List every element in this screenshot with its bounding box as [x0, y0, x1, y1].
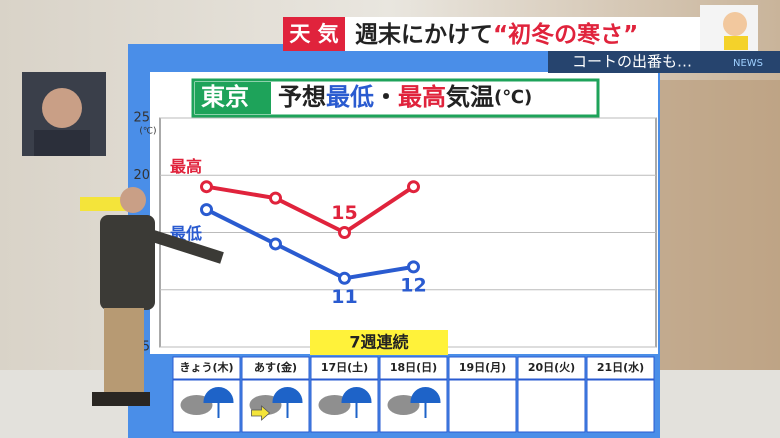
y-unit: (℃)	[139, 127, 156, 137]
presenter-legs	[104, 308, 144, 398]
inset-suit	[34, 130, 90, 156]
data-point	[200, 180, 213, 194]
series-line	[206, 184, 415, 235]
data-point	[338, 226, 351, 239]
data-point	[407, 260, 420, 274]
day-cell	[448, 379, 517, 433]
title-part: (℃)	[494, 87, 532, 108]
title-part: 東京	[201, 83, 249, 111]
x-tick-label: 18日(日)	[390, 361, 437, 374]
umbrella-icon	[203, 387, 234, 418]
day-header	[448, 356, 517, 380]
day-header	[241, 356, 310, 380]
data-point	[269, 191, 282, 205]
banner: 7週連続	[349, 333, 408, 352]
data-label: 15	[331, 202, 357, 224]
tag-box	[283, 17, 345, 51]
day-cell	[517, 379, 586, 433]
legend-label: 最高	[170, 157, 202, 176]
ticker-headline: 週末にかけて“初冬の寒さ”	[355, 21, 638, 48]
title-city-box	[195, 82, 271, 114]
title-part: 最低	[326, 83, 374, 111]
day-header	[310, 356, 379, 380]
presenter	[92, 187, 224, 406]
headline-text: 週末にかけて	[355, 22, 493, 48]
umbrella-icon	[272, 387, 303, 418]
title-part: ・	[374, 83, 398, 111]
day-header	[379, 356, 448, 380]
plot: 5101520257週連続きょう(木)あす(金)17日(土)18日(日)19日(…	[133, 111, 657, 433]
arrow-icon	[251, 405, 271, 421]
headline-bar	[283, 17, 703, 51]
data-label: 12	[400, 274, 426, 296]
ticker-logo: NEWS	[733, 58, 763, 69]
subline-bar	[548, 51, 780, 73]
ticker-subline: コートの出番も…	[572, 53, 692, 71]
presenter-head	[120, 187, 146, 213]
day-header	[586, 356, 655, 380]
x-tick-label: 21日(水)	[597, 360, 644, 374]
x-tick-label: あす(金)	[254, 360, 297, 374]
data-point	[269, 237, 282, 251]
y-tick-label: 5	[142, 340, 150, 355]
inset-face	[42, 88, 82, 128]
x-tick-label: 19日(月)	[459, 361, 506, 374]
presenter-jacket	[100, 215, 155, 310]
studio-sign	[80, 197, 126, 211]
day-header	[172, 356, 241, 380]
title-part: 最高	[398, 83, 446, 111]
presenter-shoes	[92, 392, 150, 406]
title-part: 予想	[278, 83, 326, 111]
day-cell	[586, 379, 655, 433]
y-tick-label: 20	[133, 168, 150, 183]
mascot-face	[723, 12, 747, 36]
data-point	[407, 180, 420, 194]
x-tick-label: きょう(木)	[179, 360, 233, 374]
umbrella-icon	[410, 387, 441, 418]
day-header	[517, 356, 586, 380]
chart-title: 東京 予想最低・最高気温(℃)	[201, 83, 532, 111]
umbrella-icon	[341, 387, 372, 418]
x-tick-label: 20日(火)	[528, 361, 575, 374]
data-point	[200, 203, 213, 217]
x-tick-label: 17日(土)	[321, 360, 368, 374]
title-part: 気温	[446, 83, 494, 111]
series-line	[205, 207, 414, 281]
headline-quote: “初冬の寒さ”	[493, 21, 638, 48]
studio-wall	[660, 80, 780, 380]
presenter-arm	[148, 229, 224, 264]
banner-box	[310, 330, 448, 355]
y-tick-label: 25	[133, 111, 150, 126]
ticker-tag: 天 気	[289, 22, 338, 46]
data-point	[338, 271, 351, 285]
mascot-body	[724, 36, 748, 50]
data-label: 11	[331, 286, 357, 308]
